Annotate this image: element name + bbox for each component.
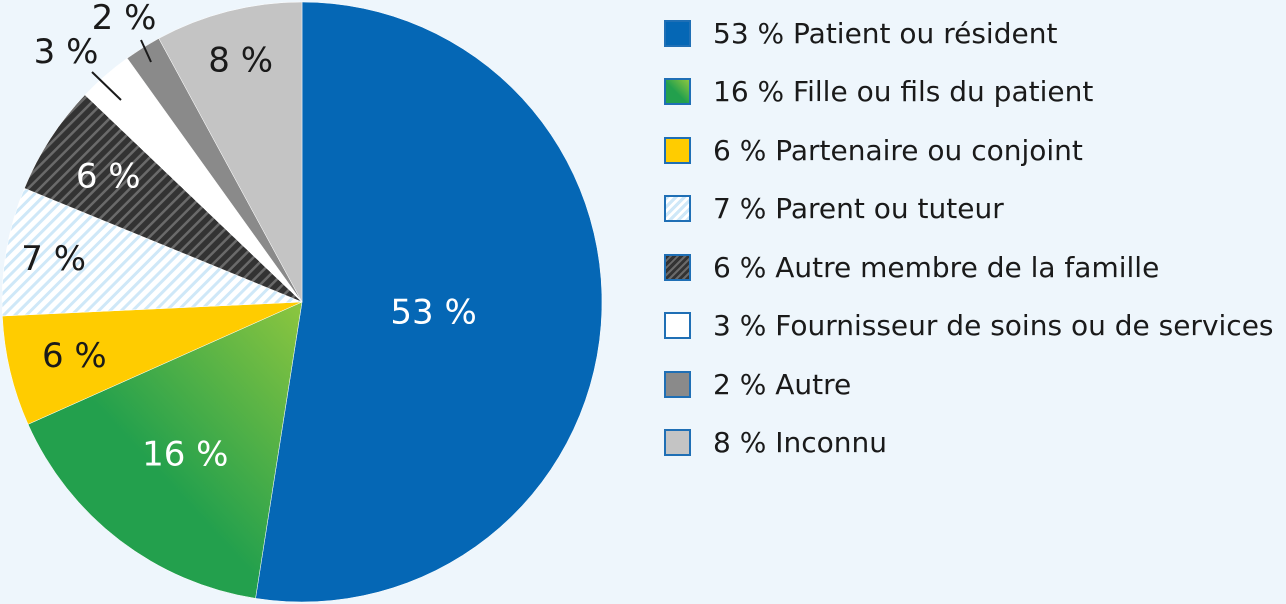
legend-label-child: 16 % Fille ou fils du patient [713,75,1094,109]
pie-labels: 53 % 16 % 6 % 7 % 6 % 3 %2 % 8 % [21,0,476,474]
slice-label-provider: 3 % [34,32,99,72]
pie-slice-parent [1,187,303,317]
legend-label-patient: 53 % Patient ou résident [713,16,1058,50]
slice-label-unknown: 8 % [208,41,273,81]
pie-slices [1,1,603,603]
legend-item-provider: 3 % Fournisseur de soins ou de services [664,297,1286,356]
legend-swatch-partner [664,136,691,164]
legend-item-other: 2 % Autre [664,355,1286,414]
legend-swatch-child [664,78,691,106]
legend-swatch-unknown [664,429,691,457]
pie-slice-patient [255,1,603,603]
legend-swatch-other [664,370,691,398]
legend-item-unknown: 8 % Inconnu [664,414,1286,473]
slice-label-family: 6 % [76,156,141,196]
legend-swatch-patient [664,19,691,47]
legend-label-other: 2 % Autre [713,367,852,401]
slice-label-patient: 53 % [390,292,476,332]
legend: 53 % Patient ou résident 16 % Fille ou fi… [664,4,1286,472]
leader-line-provider [91,71,122,101]
legend-swatch-provider [664,312,691,340]
legend-swatch-parent [664,195,691,223]
pie-slice-child [27,301,303,599]
legend-item-child: 16 % Fille ou fils du patient [664,63,1286,122]
leader-line-other [140,39,152,63]
legend-label-provider: 3 % Fournisseur de soins ou de services [713,309,1274,343]
slice-label-other: 2 % [92,0,157,38]
legend-label-parent: 7 % Parent ou tuteur [713,192,1004,226]
pie-slice-unknown [158,1,303,303]
slice-label-child: 16 % [142,434,228,474]
pie-chart-svg: 53 % 16 % 6 % 7 % 6 % 3 %2 % 8 % [1,0,603,603]
legend-item-parent: 7 % Parent ou tuteur [664,180,1286,239]
slice-label-parent: 7 % [21,239,86,279]
legend-item-family: 6 % Autre membre de la famille [664,238,1286,297]
legend-swatch-family [664,253,691,281]
legend-label-partner: 6 % Partenaire ou conjoint [713,133,1083,167]
slice-label-partner: 6 % [42,336,107,376]
legend-item-partner: 6 % Partenaire ou conjoint [664,121,1286,180]
legend-item-patient: 53 % Patient ou résident [664,4,1286,63]
legend-label-family: 6 % Autre membre de la famille [713,250,1160,284]
legend-label-unknown: 8 % Inconnu [713,426,887,460]
